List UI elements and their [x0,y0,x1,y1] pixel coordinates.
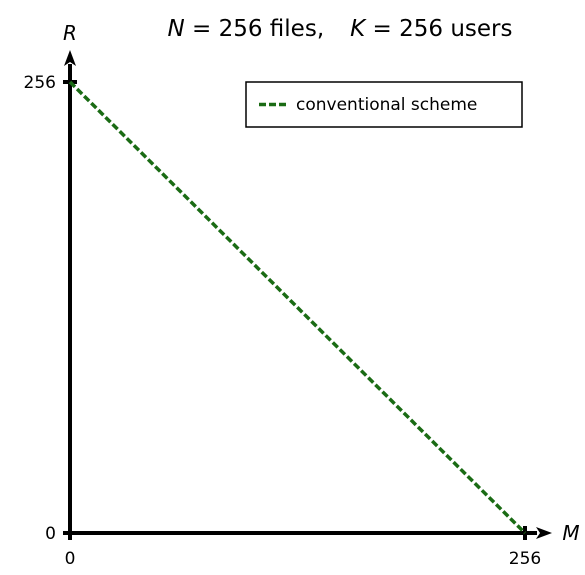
x-axis-arrow [536,527,552,539]
title-n-text: = 256 files, [185,16,324,42]
x-tick-label: 256 [509,549,541,569]
legend-label: conventional scheme [296,95,477,115]
x-axis-label: M [562,521,579,545]
title-k-symbol: K [350,16,367,42]
y-axis-arrow [64,50,76,66]
y-tick-label: 256 [24,73,56,93]
title-k-text: = 256 users [365,16,512,42]
series-group [68,80,527,535]
legend-box [245,81,523,128]
y-tick-label: 0 [45,524,56,544]
series-line-conventional-scheme [68,80,527,535]
x-tick-label: 0 [65,549,76,569]
y-axis-label: R [63,21,77,45]
ticks: 0 256 0 256 [24,73,542,569]
title-n-symbol: N [167,16,184,42]
legend: conventional scheme [245,81,523,128]
chart-title: N = 256 files, K = 256 users [167,16,512,42]
